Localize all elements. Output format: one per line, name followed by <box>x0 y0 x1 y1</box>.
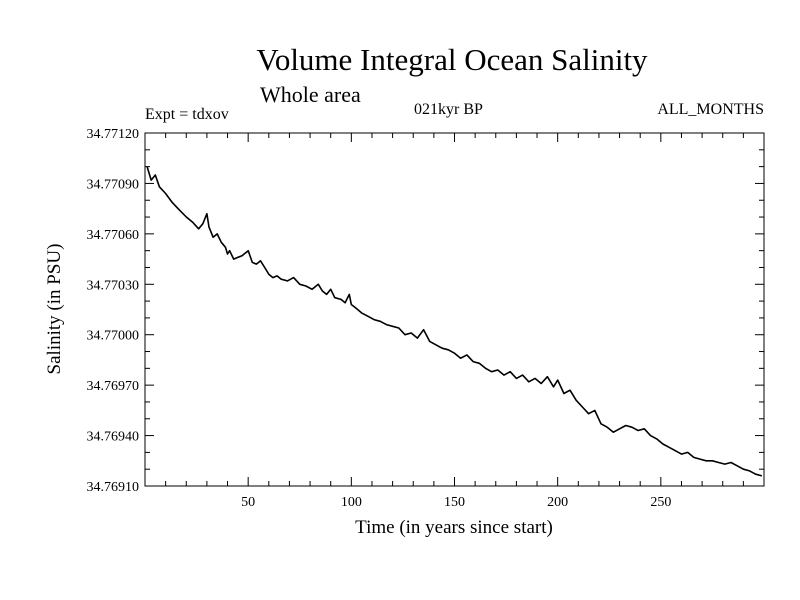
y-axis-label: Salinity (in PSU) <box>44 244 65 375</box>
x-axis-label: Time (in years since start) <box>355 517 553 538</box>
months-label: ALL_MONTHS <box>657 101 764 118</box>
x-tick-label: 250 <box>650 495 671 510</box>
plot-frame <box>144 132 765 487</box>
y-tick-label: 34.77000 <box>87 329 140 344</box>
y-tick-label: 34.77060 <box>87 228 140 243</box>
series-line <box>146 166 763 477</box>
x-tick-label: 100 <box>341 495 362 510</box>
x-tick-label: 50 <box>241 495 255 510</box>
x-tick-label: 200 <box>547 495 568 510</box>
axis-tick-labels: 50 100 150 200 250 34.76910 34.76940 34.76970 34… <box>87 127 672 510</box>
axis-ticks <box>145 132 764 487</box>
y-tick-label: 34.77090 <box>87 177 140 192</box>
y-tick-label: 34.76940 <box>87 430 140 445</box>
experiment-label: Expt = tdxov <box>145 106 229 123</box>
chart-subtitle: Whole area <box>260 82 361 107</box>
y-tick-label: 34.76970 <box>87 379 140 394</box>
x-tick-label: 150 <box>444 495 465 510</box>
y-tick-label: 34.77120 <box>87 127 140 142</box>
chart-title: Volume Integral Ocean Salinity <box>256 42 648 77</box>
y-tick-label: 34.77030 <box>87 278 140 293</box>
period-label: 021kyr BP <box>414 101 483 118</box>
y-tick-label: 34.76910 <box>87 480 140 495</box>
